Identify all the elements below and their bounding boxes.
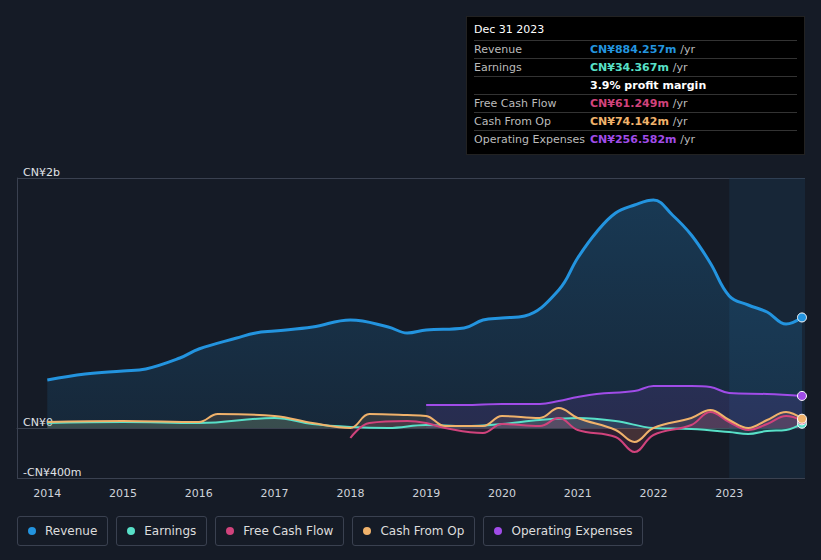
html-text:CN¥256.582m /yr: CN¥256.582m /yr bbox=[590, 133, 696, 146]
svg-text:2023: 2023 bbox=[715, 487, 743, 500]
html-text:Earnings: Earnings bbox=[144, 524, 197, 538]
svg-text:2019: 2019 bbox=[412, 487, 440, 500]
html-text:Operating Expenses: Operating Expenses bbox=[474, 133, 585, 146]
html-text:CN¥34.367m /yr: CN¥34.367m /yr bbox=[590, 61, 688, 74]
svg-text:2022: 2022 bbox=[639, 487, 667, 500]
svg-text:CN¥0: CN¥0 bbox=[23, 416, 53, 429]
html-text:Revenue: Revenue bbox=[45, 524, 98, 538]
svg-text:-CN¥400m: -CN¥400m bbox=[23, 466, 82, 479]
svg-text:2017: 2017 bbox=[261, 487, 289, 500]
svg-text:2018: 2018 bbox=[336, 487, 364, 500]
svg-text:CN¥2b: CN¥2b bbox=[23, 166, 60, 179]
html-text:CN¥61.249m /yr: CN¥61.249m /yr bbox=[590, 97, 688, 110]
html-text:3.9% profit margin: 3.9% profit margin bbox=[590, 79, 707, 92]
html-text:Revenue: Revenue bbox=[474, 43, 522, 56]
html-text:Operating Expenses: Operating Expenses bbox=[511, 524, 633, 538]
svg-text:2021: 2021 bbox=[564, 487, 592, 500]
svg-text:2020: 2020 bbox=[488, 487, 516, 500]
html-text:Cash From Op: Cash From Op bbox=[474, 115, 551, 128]
html-text:Dec 31 2023: Dec 31 2023 bbox=[474, 23, 545, 36]
svg-text:2015: 2015 bbox=[109, 487, 137, 500]
svg-text:2016: 2016 bbox=[185, 487, 213, 500]
html-text:Cash From Op: Cash From Op bbox=[380, 524, 465, 538]
html-text:Free Cash Flow: Free Cash Flow bbox=[474, 97, 557, 110]
html-text:Free Cash Flow: Free Cash Flow bbox=[243, 524, 334, 538]
html-text:CN¥884.257m /yr: CN¥884.257m /yr bbox=[590, 43, 696, 56]
html-text:Earnings: Earnings bbox=[474, 61, 522, 74]
svg-text:2014: 2014 bbox=[33, 487, 61, 500]
html-text:CN¥74.142m /yr: CN¥74.142m /yr bbox=[590, 115, 688, 128]
